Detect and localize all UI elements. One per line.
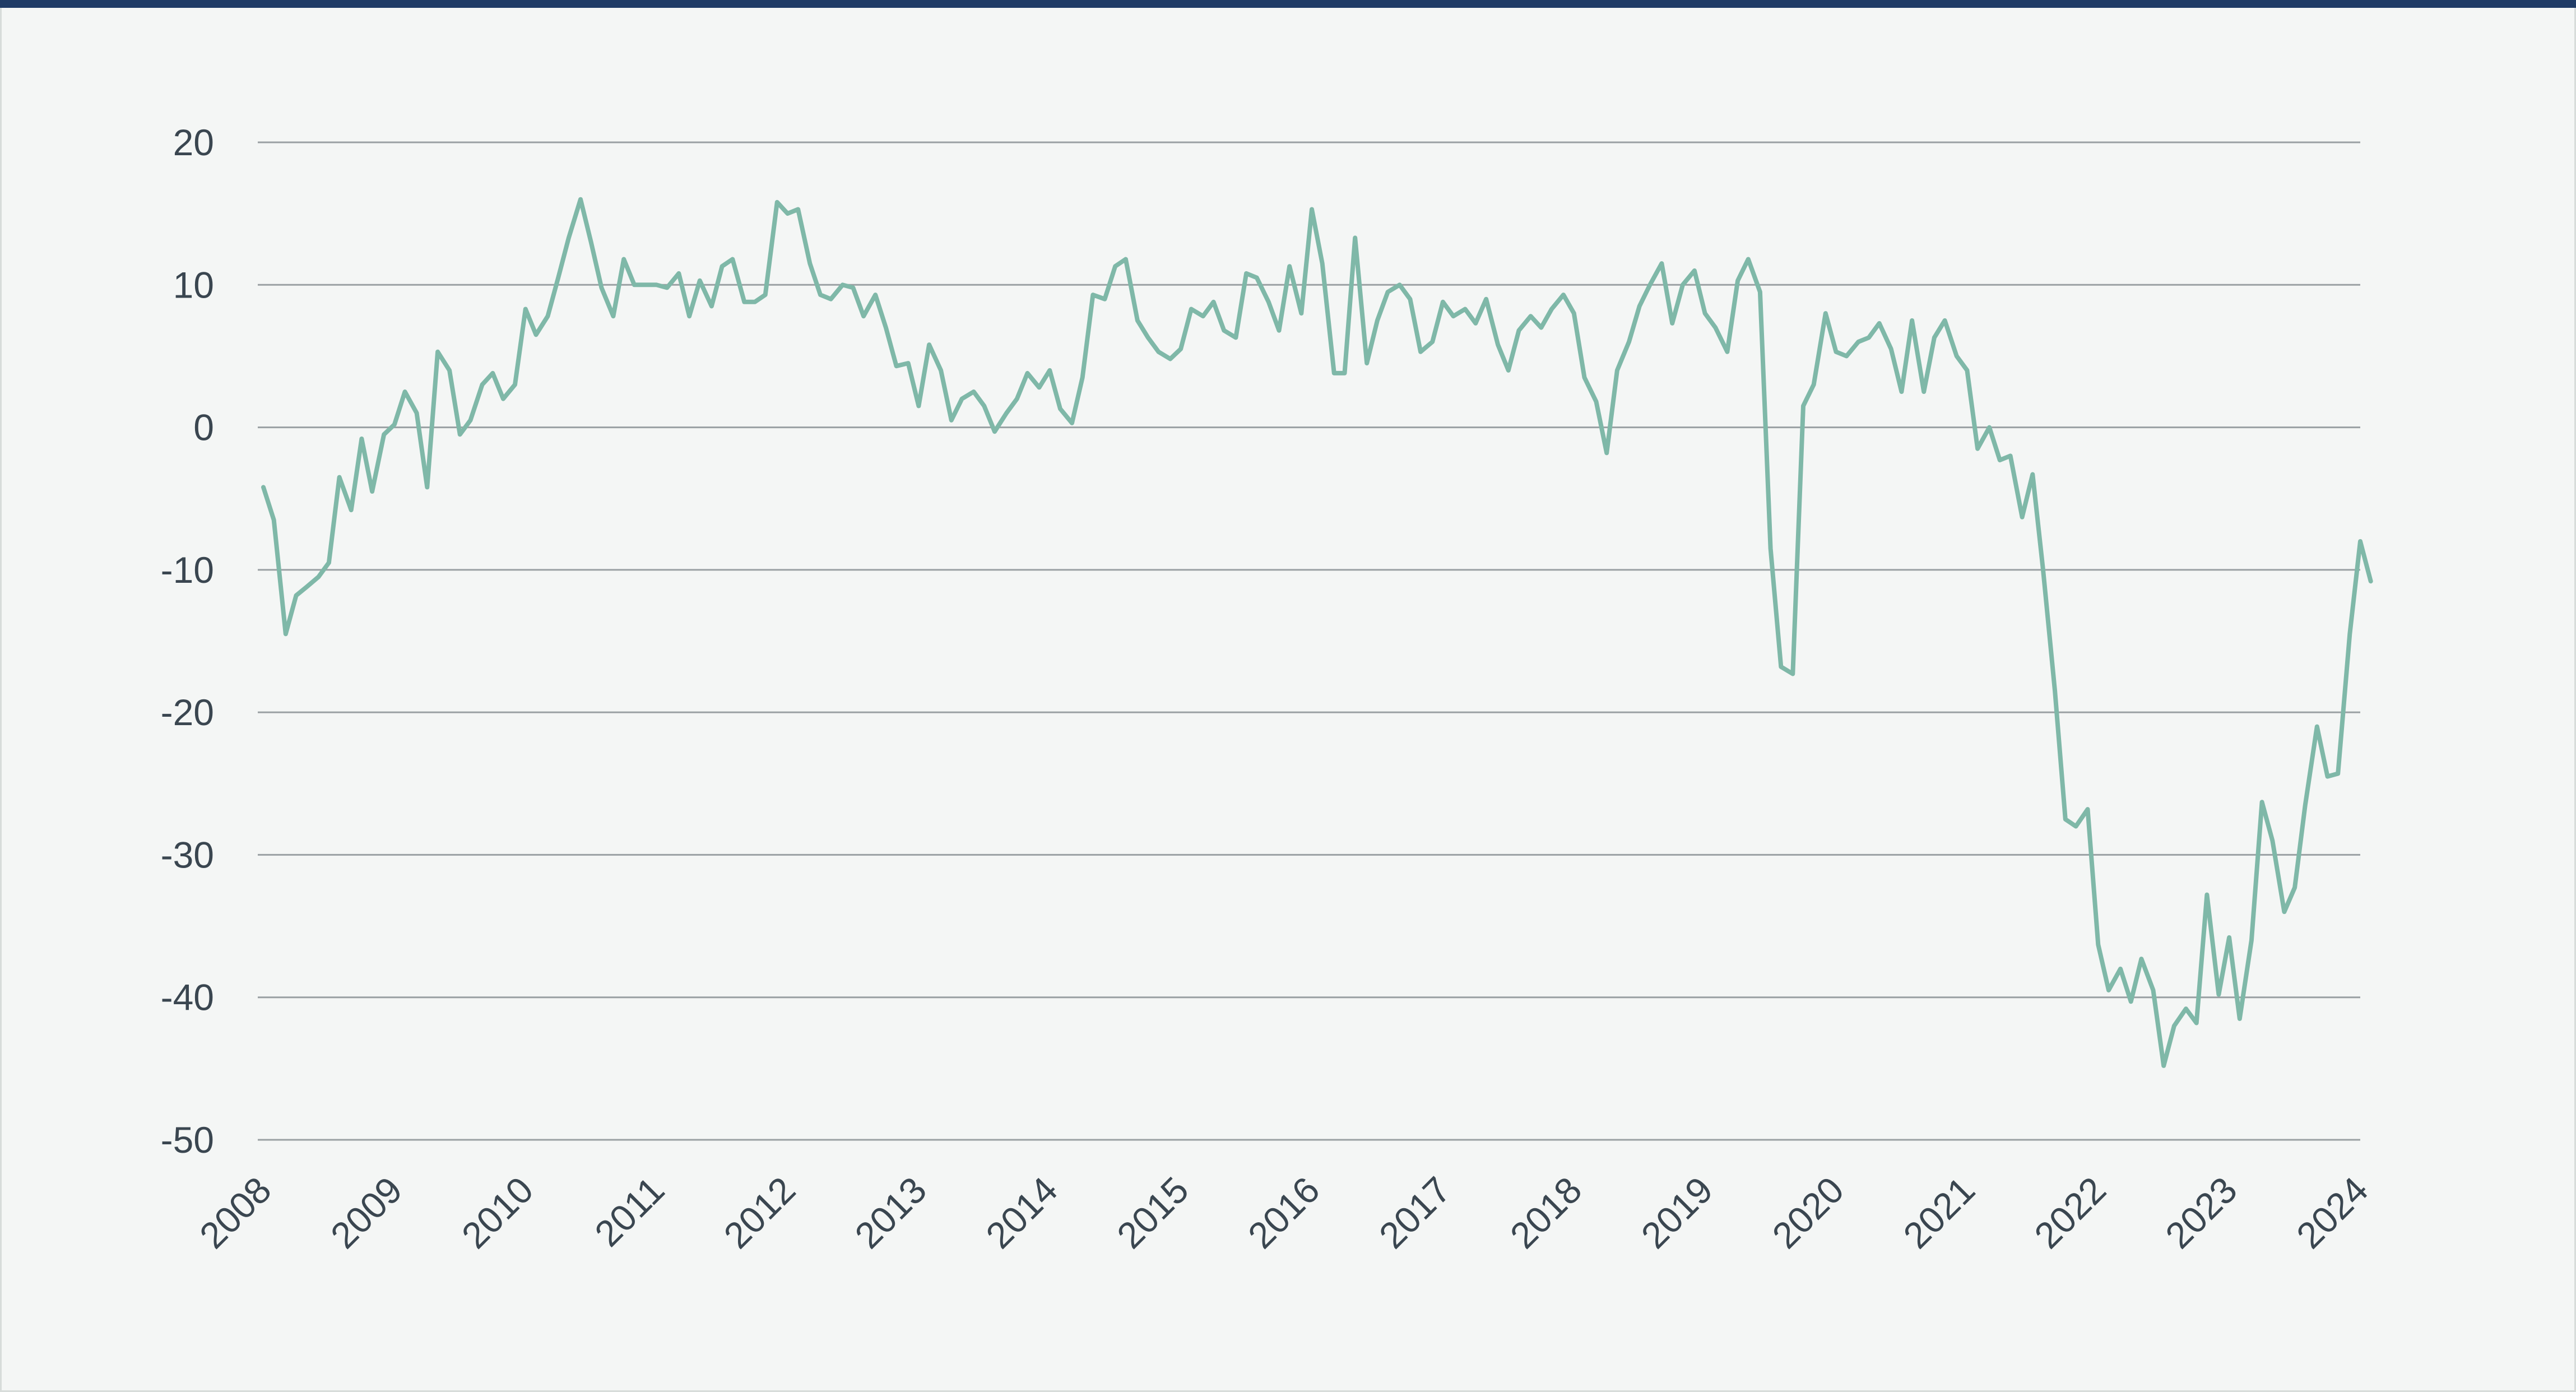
y-axis-ticks: 20 10 0 -10 -20 -30 -40 -50: [161, 122, 214, 1161]
grid-lines: [258, 141, 2360, 1141]
x-tick-label: 2017: [1371, 1169, 1459, 1256]
y-tick-label: -20: [161, 692, 214, 733]
series-group: [261, 197, 2373, 1068]
x-tick-label: 2021: [1895, 1169, 1983, 1256]
x-tick-label: 2015: [1109, 1169, 1196, 1256]
y-tick-label: -50: [161, 1119, 214, 1161]
y-tick-label: 10: [173, 264, 214, 305]
x-axis-ticks: 2008 2009 2010 2011 2012 2013 2014 2015 2016 2017…: [192, 1169, 2376, 1256]
x-tick-label: 2016: [1240, 1169, 1328, 1256]
x-tick-label: 2009: [323, 1169, 410, 1256]
x-tick-label: 2019: [1633, 1169, 1720, 1256]
x-tick-label: 2024: [2289, 1169, 2376, 1256]
series-line: [261, 197, 2373, 1068]
x-tick-label: 2012: [716, 1169, 803, 1256]
x-tick-label: 2008: [192, 1169, 279, 1256]
top-accent-rule: [0, 0, 2576, 8]
x-tick-label: 2020: [1764, 1169, 1851, 1256]
x-tick-label: 2011: [587, 1169, 672, 1255]
x-tick-label: 2022: [2026, 1169, 2114, 1256]
y-tick-label: -10: [161, 549, 214, 591]
x-tick-label: 2023: [2157, 1169, 2245, 1256]
y-tick-label: 20: [173, 122, 214, 163]
y-tick-label: -40: [161, 977, 214, 1018]
y-tick-label: -30: [161, 834, 214, 875]
x-tick-label: 2010: [454, 1169, 541, 1256]
y-tick-label: 0: [193, 407, 214, 448]
x-tick-label: 2013: [847, 1169, 934, 1256]
x-tick-label: 2014: [978, 1169, 1065, 1256]
x-tick-label: 2018: [1502, 1169, 1590, 1256]
